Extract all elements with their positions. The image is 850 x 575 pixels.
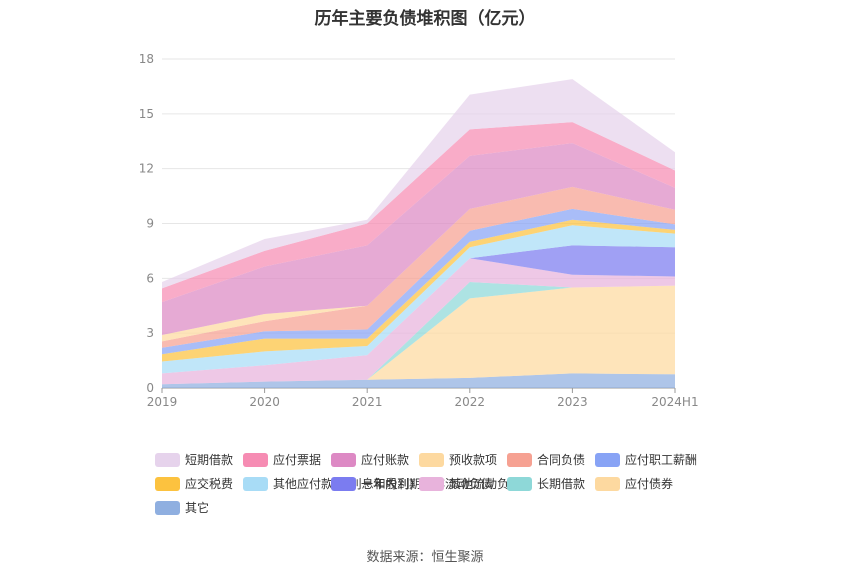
chart-title: 历年主要负债堆积图（亿元）	[314, 9, 536, 29]
legend-swatch	[507, 476, 532, 491]
legend-item[interactable]: 长期借款	[507, 475, 585, 492]
y-tick-label: 0	[146, 381, 154, 395]
area-series-合同负债[interactable]	[162, 186, 675, 348]
legend-item[interactable]: 应付职工薪酬	[595, 451, 697, 468]
legend-label: 应付债券	[625, 477, 674, 491]
area-series-其它[interactable]	[162, 373, 675, 388]
legend-swatch	[155, 452, 180, 467]
x-tick-label: 2023	[557, 395, 588, 409]
area-series-预收款项[interactable]	[162, 186, 675, 342]
legend-swatch	[155, 500, 180, 515]
legend-item[interactable]: 应付票据	[243, 451, 321, 468]
area-series-应付职工薪酬[interactable]	[162, 208, 675, 355]
legend-item[interactable]: 应付债券	[595, 475, 673, 492]
data-source: 数据来源：恒生聚源	[366, 550, 484, 565]
legend-swatch	[243, 476, 268, 491]
legend-swatch	[243, 452, 268, 467]
legend-swatch	[419, 452, 444, 467]
x-tick-label: 2019	[147, 395, 178, 409]
area-series-应付票据[interactable]	[162, 122, 675, 303]
legend-item[interactable]: 应付账款	[331, 451, 409, 468]
legend-label: 应付账款	[361, 453, 410, 467]
area-series-一年内到期的非流动负债[interactable]	[162, 245, 675, 374]
y-tick-label: 6	[146, 271, 154, 285]
x-tick-label: 2022	[455, 395, 486, 409]
area-series-其他流动负债[interactable]	[162, 258, 675, 385]
legend-label: 合同负债	[537, 453, 586, 467]
y-tick-label: 15	[139, 107, 154, 121]
area-series-应交税费[interactable]	[162, 219, 675, 362]
legend-swatch	[331, 452, 356, 467]
y-tick-label: 12	[139, 162, 154, 176]
y-tick-label: 18	[139, 52, 154, 66]
legend-label: 应付票据	[273, 453, 322, 467]
legend-label: 其他流动负债	[449, 477, 522, 491]
legend-swatch	[595, 476, 620, 491]
x-tick-label: 2021	[352, 395, 383, 409]
legend-item[interactable]: 合同负债	[507, 451, 585, 468]
legend-item[interactable]: 其他流动负债	[419, 475, 521, 492]
legend-item[interactable]: 其它	[155, 499, 209, 516]
legend-swatch	[331, 476, 356, 491]
area-series-应付债券[interactable]	[162, 285, 675, 385]
legend-label: 预收款项	[449, 453, 498, 467]
legend-swatch	[419, 476, 444, 491]
legend-label: 长期借款	[537, 477, 586, 491]
legend-item[interactable]: 预收款项	[419, 451, 497, 468]
legend-swatch	[595, 452, 620, 467]
area-series-短期借款[interactable]	[162, 79, 675, 289]
legend-item[interactable]: 应交税费	[155, 475, 233, 492]
legend-label: 应交税费	[185, 477, 234, 491]
legend-swatch	[507, 452, 532, 467]
area-layer	[162, 79, 675, 388]
area-series-其他应付款(含利息和股利)[interactable]	[162, 225, 675, 374]
legend-label: 应付职工薪酬	[625, 453, 698, 467]
y-tick-label: 3	[146, 326, 154, 340]
axis-layer: 0 3 6 9 12 15 18 2019 2020 2021 2022 2023 2024H1	[139, 52, 699, 409]
area-series-长期借款[interactable]	[162, 282, 675, 385]
legend-label: 短期借款	[185, 453, 234, 467]
y-tick-label: 9	[146, 217, 154, 231]
x-tick-label: 2020	[249, 395, 280, 409]
x-tick-label: 2024H1	[651, 395, 698, 409]
legend-label: 其它	[185, 501, 210, 515]
area-series-应付账款[interactable]	[162, 143, 675, 335]
legend-swatch	[155, 476, 180, 491]
legend-item[interactable]: 短期借款	[155, 451, 233, 468]
